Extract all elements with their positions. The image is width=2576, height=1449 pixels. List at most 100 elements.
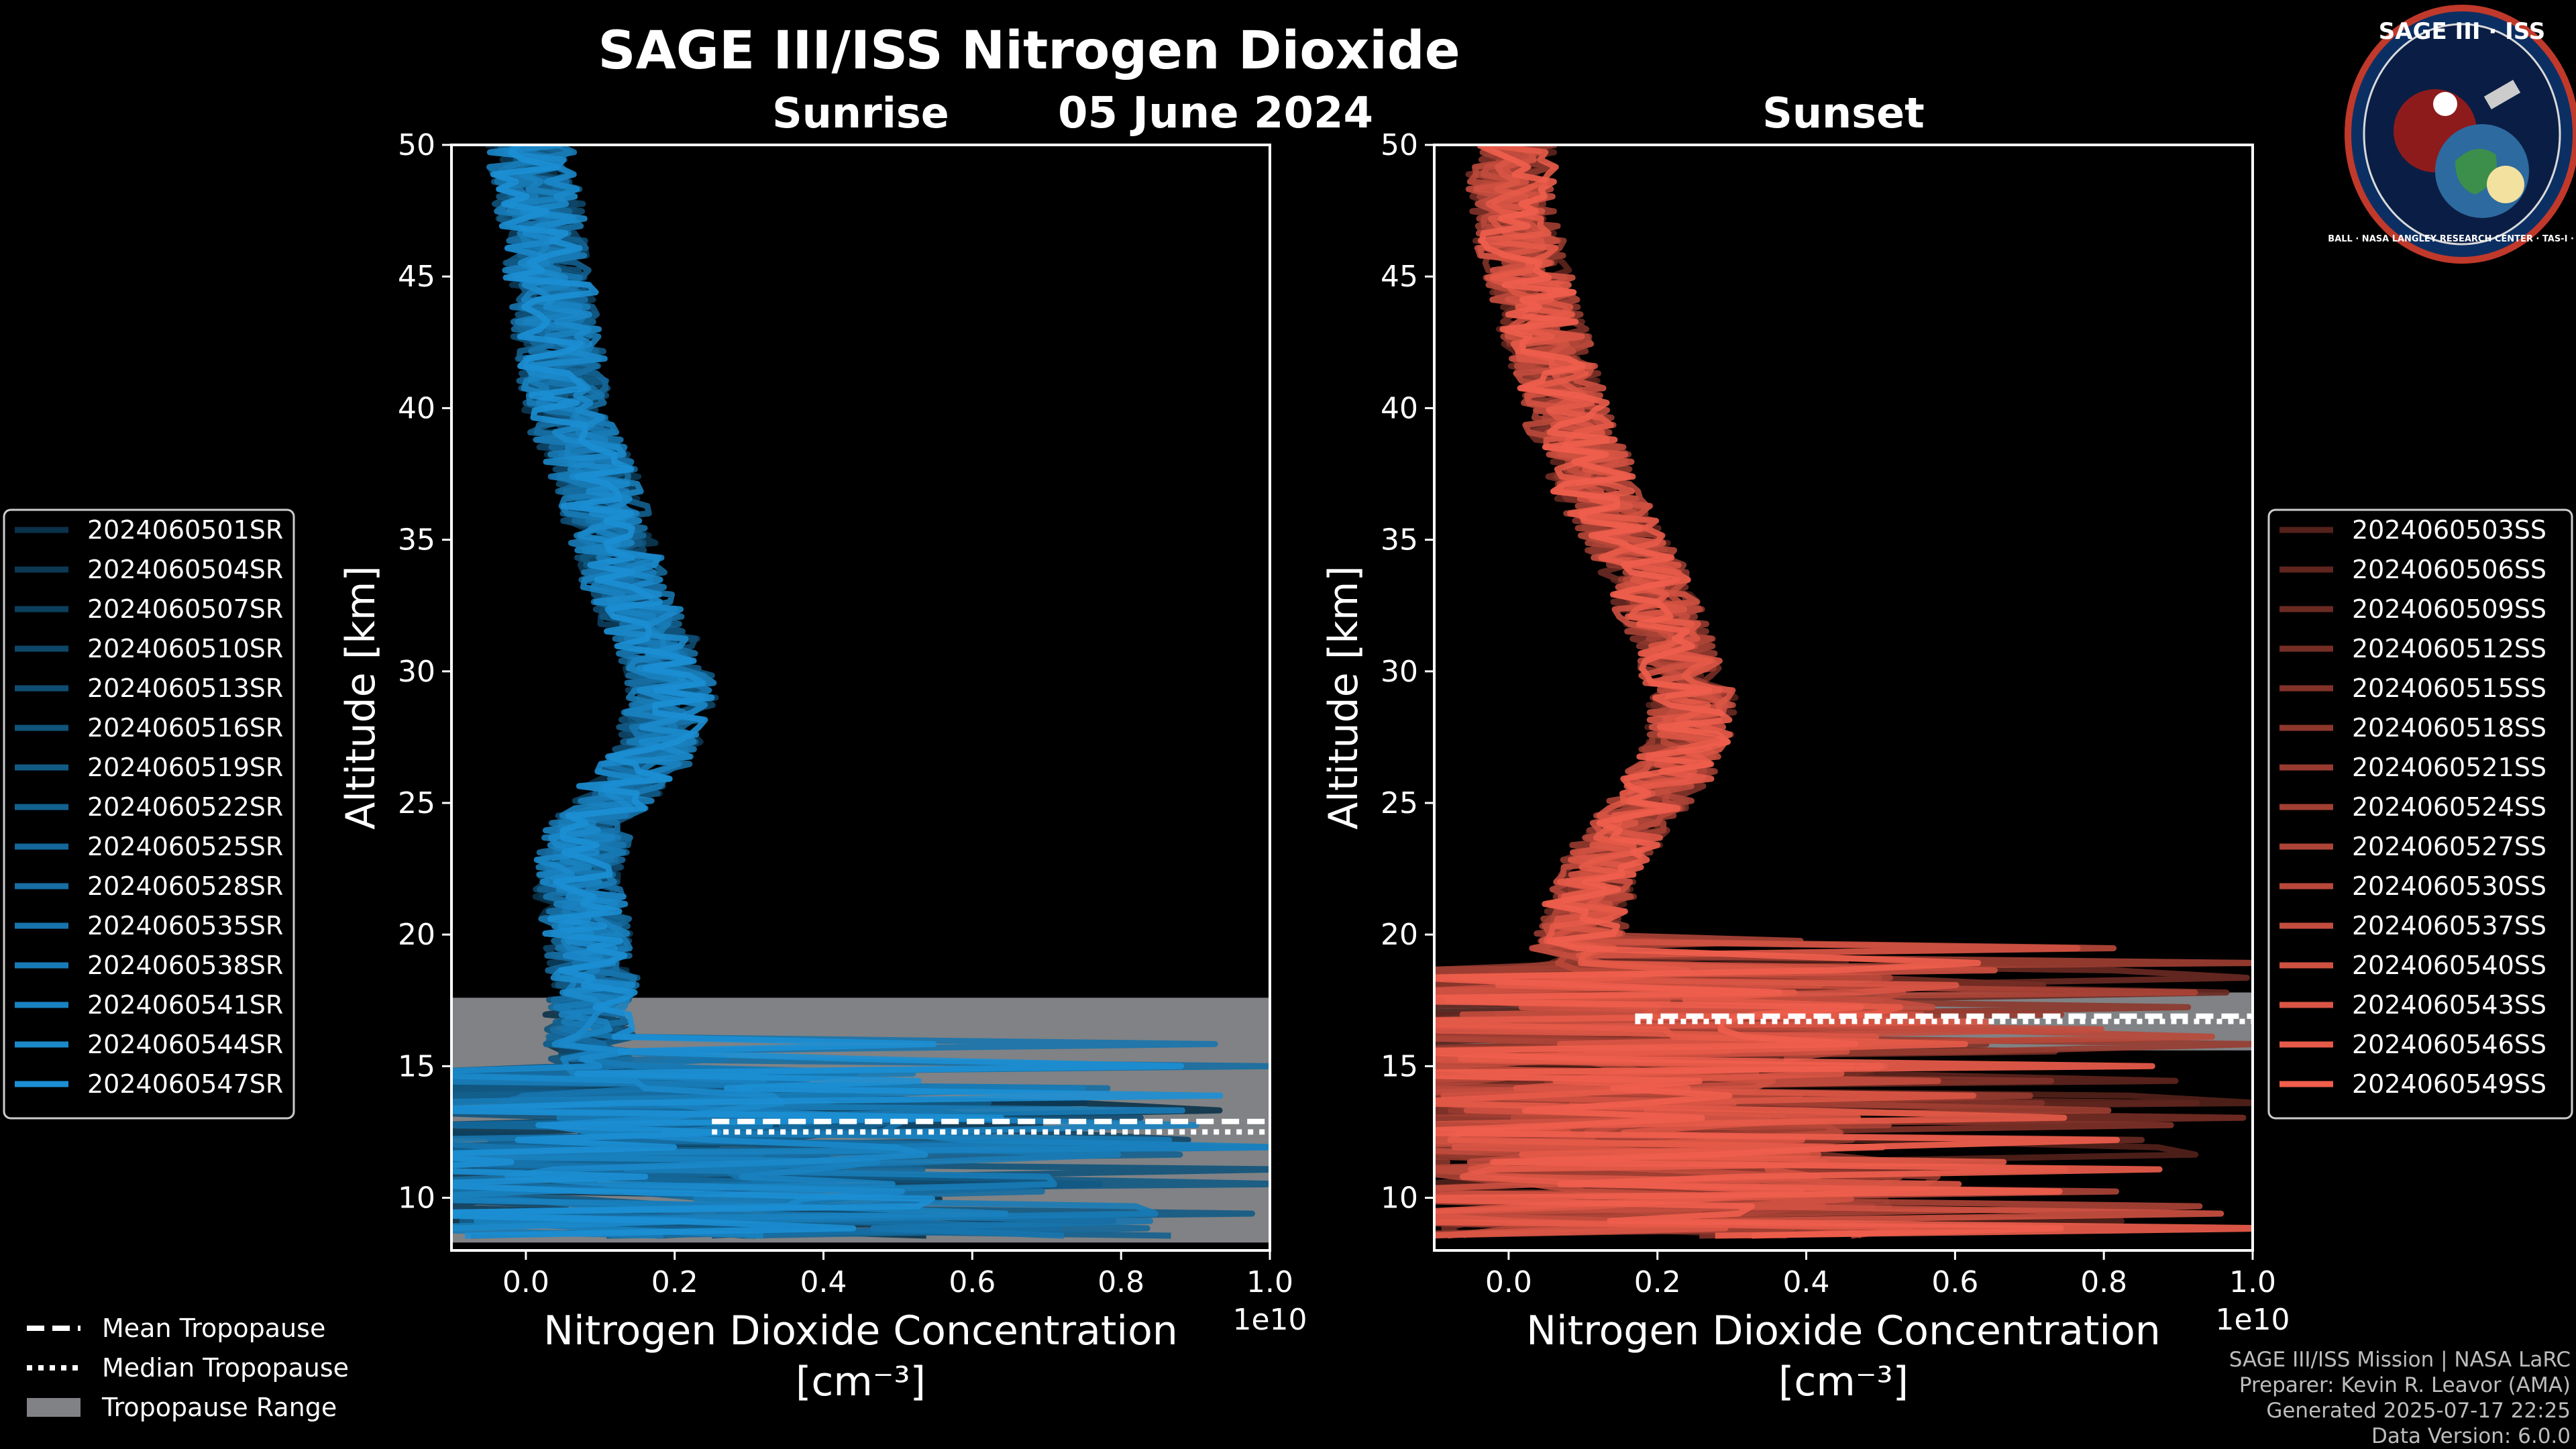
plot-frame <box>450 144 1271 1252</box>
tropopause-range-legend-swatch <box>27 1398 80 1417</box>
y-tick-label: 10 <box>1381 1181 1418 1216</box>
x-tick-label: 1.0 <box>2229 1265 2276 1299</box>
y-tick-label: 50 <box>1381 128 1418 162</box>
legend-label: 2024060549SS <box>2352 1069 2546 1099</box>
legend-label: 2024060524SS <box>2352 792 2546 822</box>
legend-label: 2024060546SS <box>2352 1030 2546 1059</box>
legend-label: 2024060516SR <box>87 713 283 743</box>
legend-label: 2024060528SR <box>87 871 283 901</box>
y-tick-label: 20 <box>1381 918 1418 952</box>
sunrise-legend: 2024060501SR 2024060504SR 2024060507SR 2024… <box>3 508 295 1120</box>
panel-title-sunset: Sunset <box>1762 89 1925 138</box>
y-tick-label: 35 <box>1381 523 1418 557</box>
y-tick-label: 20 <box>398 918 435 952</box>
x-tick-label: 0.0 <box>1485 1265 1532 1299</box>
legend-label: 2024060513SR <box>87 674 283 703</box>
x-tick-label: 0.4 <box>1783 1265 1830 1299</box>
y-tick-label: 45 <box>398 260 435 294</box>
x-tick-label: 0.6 <box>949 1265 996 1299</box>
x-tick-label: 0.4 <box>800 1265 847 1299</box>
y-tick-label: 30 <box>398 655 435 689</box>
tropopause-range-legend-label: Tropopause Range <box>101 1393 337 1422</box>
legend-label: 2024060547SR <box>87 1069 283 1099</box>
plot-frame <box>1433 144 2254 1252</box>
y-tick-label: 45 <box>1381 260 1418 294</box>
credit-line: Preparer: Kevin R. Leavor (AMA) <box>2239 1373 2571 1397</box>
sunrise-axes: 0.0 0.2 0.4 0.6 0.8 1.0 10 15 20 25 30 35 40 45 50 1e10… <box>337 128 1307 1405</box>
legend-label: 2024060537SS <box>2352 911 2546 941</box>
credit-line: Generated 2025-07-17 22:25 <box>2266 1399 2571 1423</box>
y-tick-label: 30 <box>1381 655 1418 689</box>
legend-label: 2024060515SS <box>2352 674 2546 703</box>
logo-ring-text: BALL · NASA LANGLEY RESEARCH CENTER · TA… <box>2328 234 2576 244</box>
panel-title-sunrise: Sunrise <box>772 89 949 138</box>
legend-label: 2024060538SR <box>87 951 283 980</box>
profile-line <box>1434 145 2253 1239</box>
profile-lines <box>451 145 1270 1239</box>
y-tick-label: 40 <box>1381 391 1418 425</box>
x-scale-note: 1e10 <box>2215 1303 2290 1337</box>
x-tick-label: 0.2 <box>651 1265 698 1299</box>
x-axis-unit: [cm⁻³] <box>796 1358 926 1405</box>
profile-line <box>451 145 928 1232</box>
y-axis-label: Altitude [km] <box>1320 566 1367 830</box>
x-axis-unit: [cm⁻³] <box>1778 1358 1909 1405</box>
credit-line: SAGE III/ISS Mission | NASA LaRC <box>2229 1348 2571 1372</box>
x-axis-label: Nitrogen Dioxide Concentration <box>543 1307 1178 1354</box>
legend-label: 2024060507SR <box>87 594 283 624</box>
legend-label: 2024060530SS <box>2352 871 2546 901</box>
y-tick-label: 15 <box>1381 1049 1418 1083</box>
profile-lines <box>1434 145 2253 1239</box>
figure-title: SAGE III/ISS Nitrogen Dioxide <box>598 21 1460 81</box>
sunset-legend: 2024060503SS 2024060506SS 2024060509SS 2024… <box>2267 508 2573 1120</box>
y-tick-label: 10 <box>398 1181 435 1216</box>
logo-sun-icon <box>2487 166 2524 203</box>
legend-label: 2024060522SR <box>87 792 283 822</box>
legend-label: 2024060518SS <box>2352 713 2546 743</box>
legend-label: 2024060509SS <box>2352 594 2546 624</box>
x-tick-label: 1.0 <box>1246 1265 1293 1299</box>
profile-line <box>451 145 1224 1239</box>
legend-label: 2024060506SS <box>2352 555 2546 584</box>
tropopause-legend: Mean Tropopause Median Tropopause Tropop… <box>27 1313 349 1422</box>
figure-subtitle: 05 June 2024 <box>1058 89 1373 138</box>
x-tick-label: 0.0 <box>502 1265 549 1299</box>
legend-label: 2024060527SS <box>2352 832 2546 861</box>
legend-label: 2024060504SR <box>87 555 283 584</box>
y-axis-label: Altitude [km] <box>337 566 384 830</box>
x-axis-label: Nitrogen Dioxide Concentration <box>1526 1307 2161 1354</box>
legend-label: 2024060503SS <box>2352 515 2546 545</box>
y-tick-label: 50 <box>398 128 435 162</box>
legend-label: 2024060525SR <box>87 832 283 861</box>
x-scale-note: 1e10 <box>1232 1303 1307 1337</box>
legend-label: 2024060540SS <box>2352 951 2546 980</box>
legend-label: 2024060535SR <box>87 911 283 941</box>
legend-frame <box>2267 508 2573 1120</box>
legend-label: 2024060512SS <box>2352 634 2546 663</box>
sage-iii-iss-mission-logo: SAGE III · ISS BALL · NASA LANGLEY RESEA… <box>2328 5 2576 264</box>
legend-label: 2024060543SS <box>2352 990 2546 1020</box>
logo-iss-icon <box>2483 79 2521 110</box>
legend-label: 2024060541SR <box>87 990 283 1020</box>
y-tick-label: 40 <box>398 391 435 425</box>
legend-label: 2024060519SR <box>87 753 283 782</box>
x-tick-label: 0.8 <box>1097 1265 1144 1299</box>
legend-label: 2024060510SR <box>87 634 283 663</box>
y-tick-label: 25 <box>398 786 435 820</box>
legend-frame <box>3 508 295 1120</box>
legend-label: 2024060521SS <box>2352 753 2546 782</box>
credit-line: Data Version: 6.0.0 <box>2371 1424 2571 1448</box>
y-tick-label: 25 <box>1381 786 1418 820</box>
legend-label: 2024060544SR <box>87 1030 283 1059</box>
sunset-axes: 0.0 0.2 0.4 0.6 0.8 1.0 10 15 20 25 30 35 40 45 50 1e10… <box>1320 128 2290 1405</box>
y-tick-label: 35 <box>398 523 435 557</box>
x-tick-label: 0.6 <box>1931 1265 1978 1299</box>
mean-tropopause-legend-label: Mean Tropopause <box>102 1313 325 1343</box>
x-tick-label: 0.8 <box>2080 1265 2127 1299</box>
legend-label: 2024060501SR <box>87 515 283 545</box>
credits: SAGE III/ISS Mission | NASA LaRC Prepare… <box>2229 1348 2571 1448</box>
x-tick-label: 0.2 <box>1634 1265 1681 1299</box>
logo-title: SAGE III · ISS <box>2379 18 2545 45</box>
y-tick-label: 15 <box>398 1049 435 1083</box>
